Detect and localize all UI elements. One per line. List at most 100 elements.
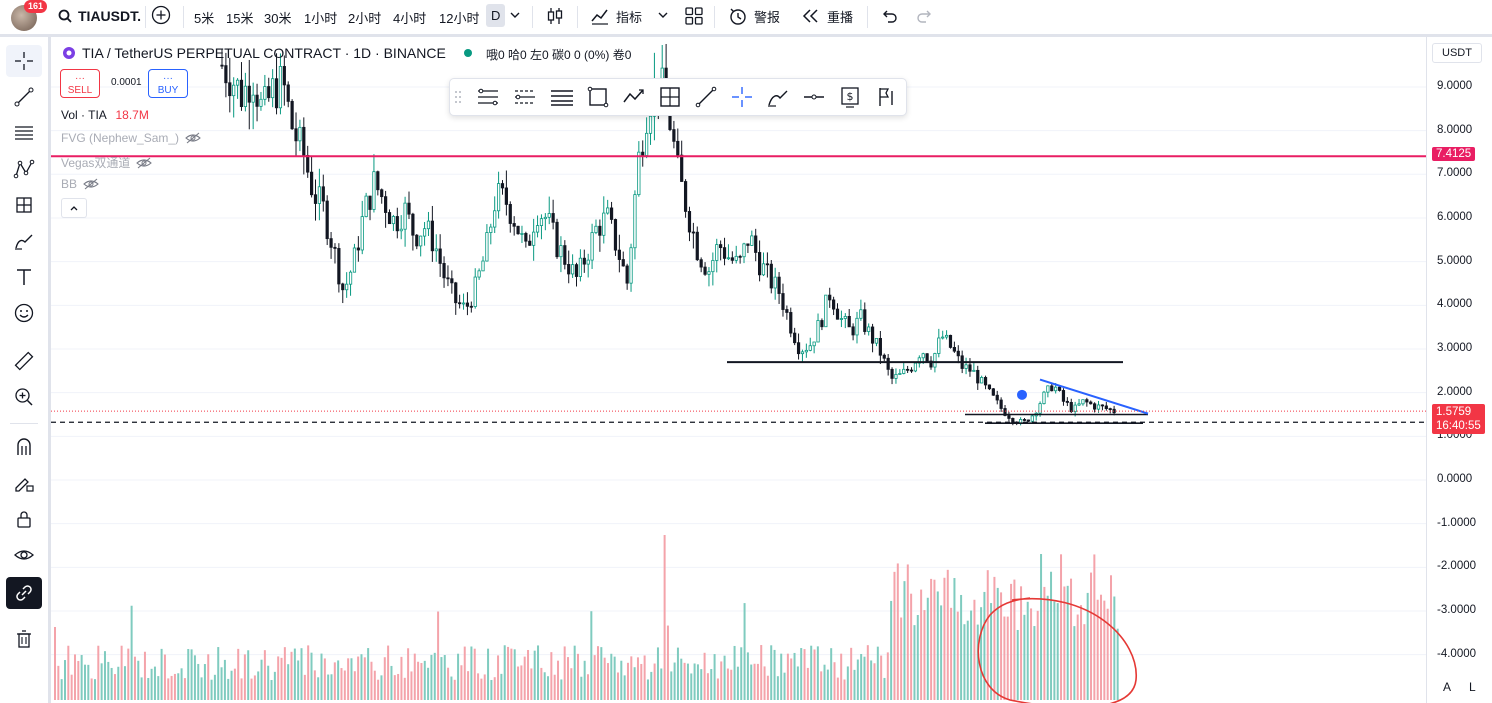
channel-tool[interactable] [513,85,537,109]
candle-body [695,231,699,261]
volume-bar [713,654,716,700]
volume-bar [930,578,933,700]
chart-type-button[interactable] [545,6,565,26]
interval-1d[interactable]: D [486,4,506,27]
layout-button[interactable] [684,6,704,26]
curve-tool[interactable] [766,85,790,109]
volume-bar [730,669,733,700]
lines-tool[interactable] [550,85,574,109]
volume-bar [187,649,190,700]
trend-line-tool[interactable] [6,81,42,113]
interval-1h[interactable]: 1小时 [304,11,338,26]
indicator-fvg[interactable]: FVG (Nephew_Sam_) [61,131,201,145]
ruler-tool[interactable] [6,345,42,377]
lock-drawings-tool[interactable] [6,503,42,535]
eye-off-icon[interactable] [136,157,153,169]
zoom-tool[interactable] [6,381,42,413]
interval-12h[interactable]: 12小时 [439,11,480,26]
keep-drawing-tool[interactable] [6,467,42,499]
undo-icon [883,10,897,23]
candle-body [785,309,789,313]
volume-bar [400,656,403,700]
horizontal-ray-icon [804,94,824,100]
volume-bar [613,656,616,700]
candle-body [352,247,357,273]
indicators-dropdown[interactable] [657,9,669,21]
eye-off-icon[interactable] [185,132,201,144]
path-tool[interactable] [622,85,646,109]
volume-bar [80,655,83,700]
volume-bar [207,654,210,700]
indicator-bb[interactable]: BB [61,177,99,191]
horizontal-ray-tool[interactable] [802,85,826,109]
interval-2h[interactable]: 2小时 [348,11,382,26]
buy-button[interactable]: ··· BUY [148,69,188,98]
volume-bar [1070,578,1073,700]
frame-tool[interactable] [658,85,682,109]
ray-tool[interactable] [694,85,718,109]
volume-bar [370,661,373,700]
drag-handle[interactable] [452,85,464,109]
emoji-tool[interactable] [6,297,42,329]
magnet-tool[interactable] [6,431,42,463]
indicators-button[interactable]: 指标 [590,6,642,26]
interval-4h[interactable]: 4小时 [393,11,427,26]
volume-bar [300,648,303,700]
price-chart[interactable] [51,37,1426,703]
add-symbol-button[interactable] [151,5,171,25]
interval-5m[interactable]: 5米 [194,11,215,26]
hide-drawings-tool[interactable] [6,539,42,571]
volume-bar [133,656,136,700]
interval-15m[interactable]: 15米 [226,11,254,26]
candle-body [874,337,879,344]
volume-bar [500,673,503,700]
candle-body [395,216,399,232]
fib-tool[interactable] [6,117,42,149]
undo-button[interactable] [880,7,898,25]
collapse-legend-button[interactable] [61,198,87,218]
crosshair-tool[interactable] [6,45,42,77]
volume-bar [900,617,903,700]
brush-tool[interactable] [6,225,42,257]
auto-scale-button[interactable]: A [1443,680,1452,694]
candle-body [430,220,434,252]
volume-bar [683,662,686,700]
interval-dropdown[interactable] [509,9,521,21]
indicator-vegas[interactable]: Vegas双通道 [61,154,153,171]
delete-drawings-tool[interactable] [6,623,42,655]
candle-body [528,240,532,246]
volume-bar [673,662,676,700]
pattern-tool[interactable] [6,153,42,185]
projection-tool[interactable] [6,189,42,221]
flag-tool[interactable] [874,85,898,109]
parallel-channel-icon [478,88,498,106]
sync-drawings-tool[interactable] [6,577,42,609]
rectangle-tool[interactable] [586,85,610,109]
redo-button[interactable] [916,7,934,25]
price-range-tool[interactable]: $ [838,85,862,109]
pitchfork-tool[interactable] [476,85,500,109]
symbol-logo-icon [63,47,75,59]
candle-body [1108,408,1112,411]
volume-bar [706,673,709,700]
candle-body [641,151,645,156]
candle-body [278,66,283,109]
alert-button[interactable]: 警报 [728,6,780,26]
sell-button[interactable]: ··· SELL [60,69,100,98]
log-scale-button[interactable]: L [1469,680,1476,694]
replay-button[interactable]: 重播 [801,6,853,26]
volume-bar [177,673,180,700]
cross-line-tool[interactable] [730,85,754,109]
symbol-search[interactable]: TIAUSDT. [58,8,141,24]
volume-bar [383,657,386,700]
interval-30m[interactable]: 30米 [264,11,292,26]
currency-selector[interactable]: USDT [1432,43,1482,63]
eye-off-icon[interactable] [83,178,99,190]
volume-bar [666,625,669,700]
candle-body [267,86,271,99]
text-tool[interactable] [6,261,42,293]
candle-body [952,347,956,352]
price-axis[interactable]: USDT 9.0000 8.0000 7.0000 6.0000 5.0000 4.000… [1426,37,1492,703]
volume-bar [760,645,763,700]
volume-bar [996,587,999,700]
